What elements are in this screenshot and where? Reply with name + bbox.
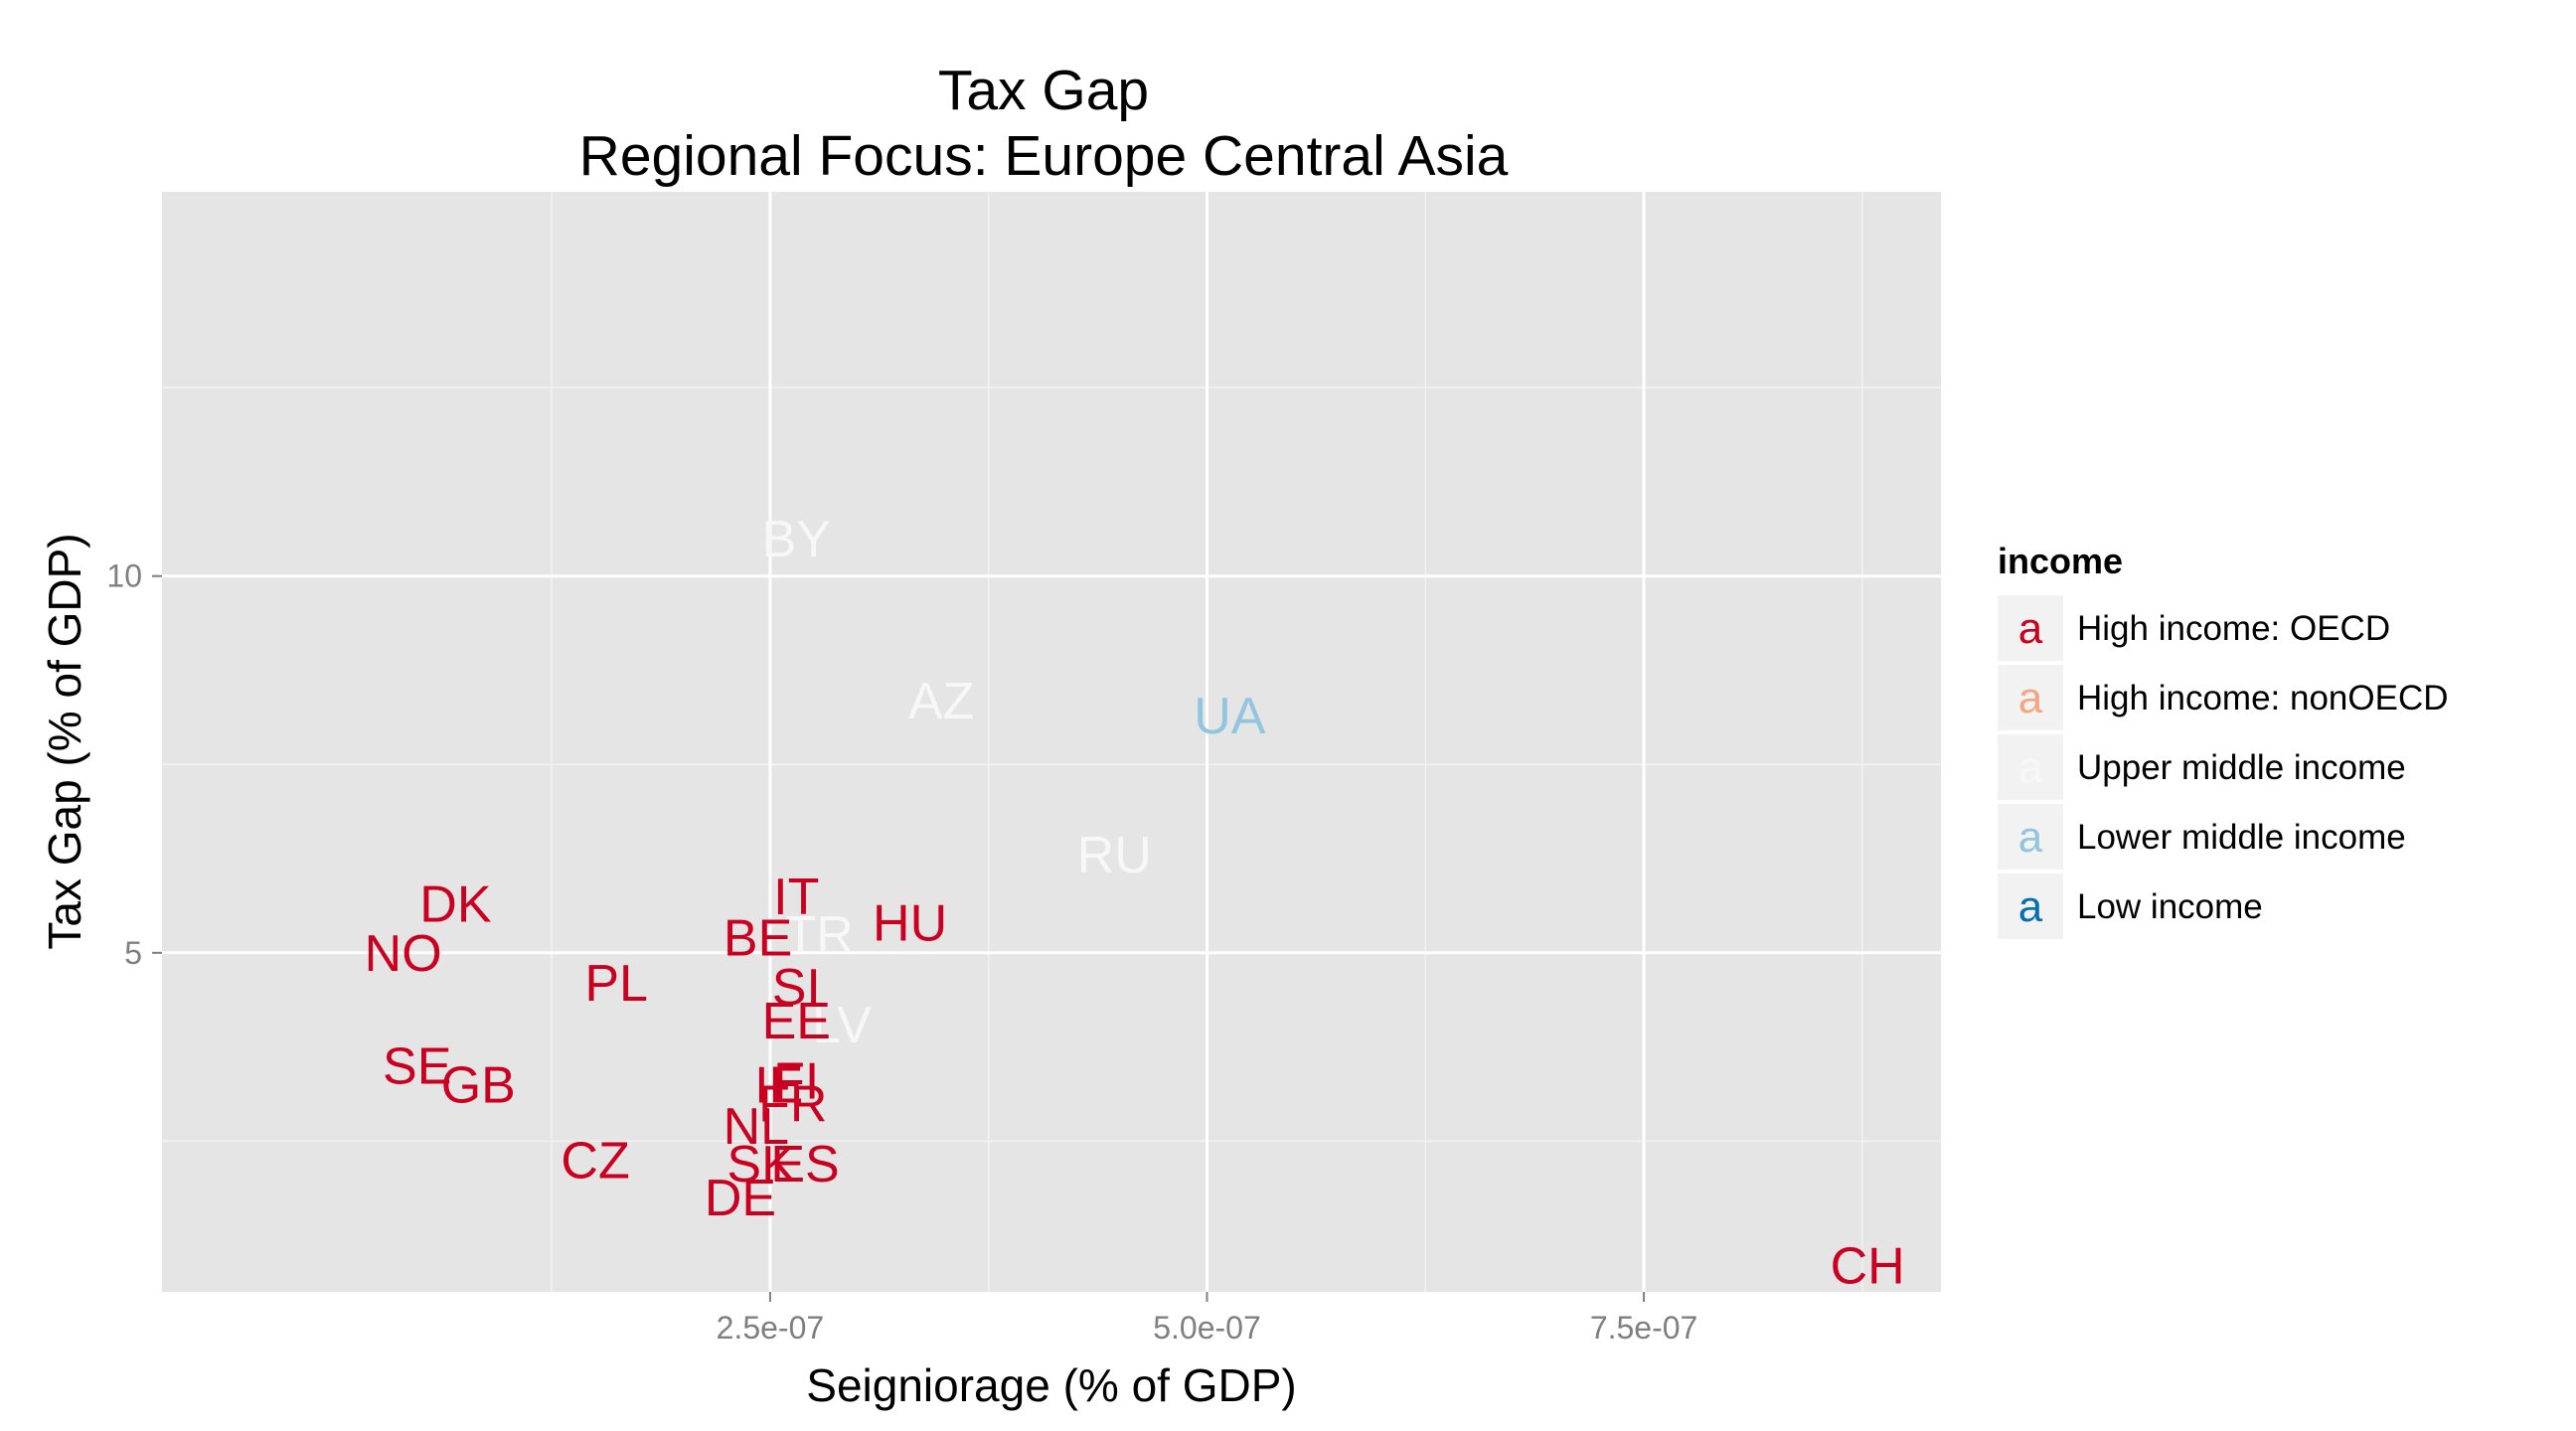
point-label-fi: FI: [773, 1053, 819, 1111]
point-label-be: BE: [724, 910, 792, 968]
point-label-ee: EE: [762, 993, 831, 1050]
legend-key: [1998, 734, 2063, 800]
point-label-az: AZ: [908, 673, 974, 730]
point-label-dk: DK: [419, 876, 492, 934]
legend-label: High income: nonOECD: [2077, 679, 2449, 717]
y-tick-label: 5: [124, 935, 142, 971]
x-tick-label: 2.5e-07: [717, 1310, 825, 1346]
point-label-ua: UA: [1194, 688, 1266, 745]
legend-key: [1998, 665, 2063, 730]
point-label-ru: RU: [1077, 827, 1152, 884]
point-label-cz: CZ: [561, 1132, 629, 1190]
legend-key-glyph: a: [2018, 813, 2043, 862]
x-axis: 2.5e-07 5.0e-07 7.5e-07: [717, 1292, 1698, 1346]
legend: income a High income: OECD a High income: n…: [1998, 541, 2449, 939]
legend-key: [1998, 804, 2063, 870]
y-tick-label: 10: [106, 558, 142, 594]
chart-subtitle: Regional Focus: Europe Central Asia: [579, 124, 1509, 188]
legend-label: Upper middle income: [2077, 748, 2406, 787]
legend-item: a High income: nonOECD: [1998, 665, 2449, 730]
minor-gridlines: [162, 192, 1941, 1292]
chart-title: Tax Gap: [938, 59, 1149, 122]
point-label-es: ES: [770, 1136, 839, 1193]
legend-label: Low income: [2077, 887, 2263, 926]
legend-item: a Lower middle income: [1998, 804, 2406, 870]
legend-label: Lower middle income: [2077, 818, 2406, 857]
point-label-ch: CH: [1831, 1237, 1905, 1295]
point-label-no: NO: [365, 925, 442, 983]
y-axis-label: Tax Gap (% of GDP): [39, 533, 90, 949]
legend-key: [1998, 595, 2063, 661]
legend-key-glyph: a: [2018, 743, 2043, 792]
y-axis: 5 10: [106, 558, 162, 971]
legend-key-glyph: a: [2018, 674, 2043, 722]
legend-label: High income: OECD: [2077, 609, 2390, 648]
x-axis-label: Seigniorage (% of GDP): [806, 1359, 1296, 1411]
point-label-sk: SK: [726, 1136, 796, 1193]
point-label-de: DE: [705, 1170, 776, 1227]
legend-item: a High income: OECD: [1998, 595, 2390, 661]
point-label-nl: NL: [724, 1098, 789, 1156]
point-label-hu: HU: [873, 894, 947, 952]
point-label-pl: PL: [584, 955, 648, 1013]
point-label-by: BY: [762, 511, 831, 568]
point-label-lv: LV: [812, 997, 872, 1054]
legend-item: a Low income: [1998, 874, 2263, 939]
legend-key: [1998, 874, 2063, 939]
point-label-it: IT: [773, 869, 819, 926]
point-label-ie: IE: [754, 1056, 803, 1114]
x-tick-label: 5.0e-07: [1153, 1310, 1261, 1346]
legend-key-glyph: a: [2018, 882, 2043, 931]
legend-item: a Upper middle income: [1998, 734, 2406, 800]
major-gridlines: [162, 192, 1941, 1292]
x-tick-label: 7.5e-07: [1590, 1310, 1698, 1346]
plot-panel: [162, 192, 1941, 1292]
legend-title: income: [1998, 541, 2123, 581]
point-label-gb: GB: [441, 1056, 516, 1114]
point-label-fr: FR: [758, 1075, 827, 1133]
point-label-tr: TR: [784, 906, 853, 964]
legend-key-glyph: a: [2018, 604, 2043, 653]
point-label-si: SI: [772, 959, 821, 1017]
point-label-se: SE: [383, 1038, 451, 1096]
